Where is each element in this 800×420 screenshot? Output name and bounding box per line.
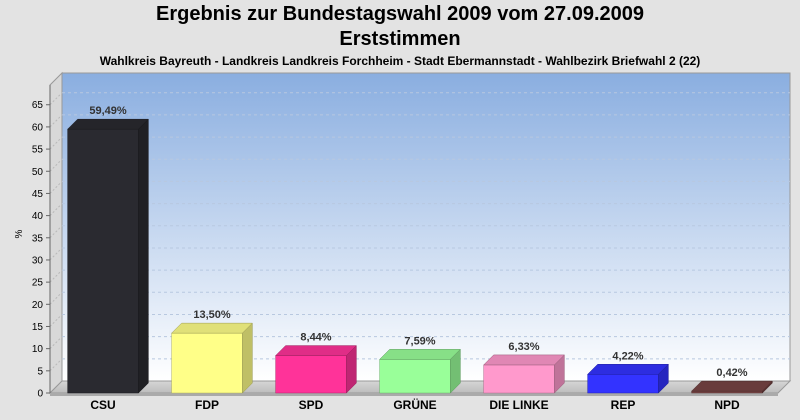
chart-subtitle: Wahlkreis Bayreuth - Landkreis Landkreis…: [99, 54, 701, 68]
gridline-side: [49, 269, 63, 283]
y-tick-label: 50: [32, 167, 44, 178]
value-label: 0,42%: [716, 367, 747, 379]
y-tick-label: 30: [32, 255, 44, 266]
y-tick-label: 45: [32, 189, 44, 200]
bar: [171, 322, 253, 394]
floor-front: [50, 393, 778, 396]
value-label: 8,44%: [300, 332, 331, 344]
value-label: 6,33%: [508, 341, 539, 353]
bar-side: [138, 118, 149, 394]
gridline-side: [49, 203, 63, 216]
y-axis-label: %: [14, 229, 25, 238]
bar: [587, 363, 669, 394]
bar-top: [275, 345, 357, 356]
bar: [275, 344, 357, 394]
gridline-side: [49, 92, 63, 106]
y-tick-label: 35: [32, 233, 44, 244]
bar: [379, 348, 461, 394]
bar-front: [275, 355, 347, 394]
category-label: NPD: [714, 398, 740, 412]
bar-top: [67, 118, 149, 130]
category-label: CSU: [90, 398, 115, 412]
bar-front: [587, 374, 659, 394]
bar: [483, 354, 565, 394]
category-label: GRÜNE: [393, 397, 436, 412]
y-tick-label: 10: [32, 344, 44, 355]
gridline-side: [49, 358, 63, 372]
y-tick-label: 20: [32, 300, 44, 311]
bar-front: [171, 332, 243, 394]
chart-title-line2: Erststimmen: [339, 28, 461, 50]
gridline-side: [49, 181, 63, 194]
gridline-side: [49, 136, 63, 150]
bar: [67, 118, 149, 394]
y-tick-label: 65: [32, 100, 44, 111]
y-tick-label: 60: [32, 122, 44, 133]
bar: [691, 380, 773, 394]
bar-front: [691, 390, 763, 394]
gridline-side: [49, 314, 63, 327]
value-label: 13,50%: [193, 309, 231, 321]
bar-front: [483, 364, 555, 394]
bar-top: [483, 354, 565, 366]
gridline-side: [49, 225, 63, 239]
y-tick-label: 5: [37, 366, 43, 377]
gridline-side: [49, 291, 63, 305]
category-label: FDP: [195, 398, 219, 412]
value-labels: 59,49% 13,50% 8,44% 7,59% 6,33% 4,22% 0,42%: [89, 105, 747, 379]
y-tick-label: 0: [37, 389, 43, 400]
bar-front: [67, 128, 139, 394]
gridline-side: [49, 336, 63, 350]
category-label: DIE LINKE: [489, 398, 548, 412]
y-tick-label: 55: [32, 145, 44, 156]
gridline-side: [49, 158, 63, 172]
bar-front: [379, 359, 451, 394]
y-axis-ticks: 0 5 10 15 20 25 30 35 40 45 50 55 60 65: [32, 85, 51, 400]
y-tick-label: 40: [32, 211, 44, 222]
category-labels: CSU FDP SPD GRÜNE DIE LINKE REP NPD: [90, 397, 740, 412]
y-tick-label: 15: [32, 322, 44, 333]
y-tick-label: 25: [32, 278, 44, 289]
bar-top: [379, 349, 461, 360]
bars: [67, 118, 773, 394]
value-label: 4,22%: [612, 350, 643, 362]
gridline-side: [49, 114, 63, 128]
bar-top: [587, 364, 669, 375]
chart-title: Ergebnis zur Bundestagswahl 2009 vom 27.…: [156, 3, 644, 25]
bar-side: [242, 322, 253, 394]
value-label: 59,49%: [89, 105, 127, 117]
category-label: REP: [611, 398, 636, 412]
gridline-side: [49, 247, 63, 261]
bar-top: [171, 322, 253, 334]
grid-lines: [49, 92, 790, 372]
category-label: SPD: [299, 398, 324, 412]
bar-top: [691, 380, 773, 392]
value-label: 7,59%: [404, 335, 435, 347]
